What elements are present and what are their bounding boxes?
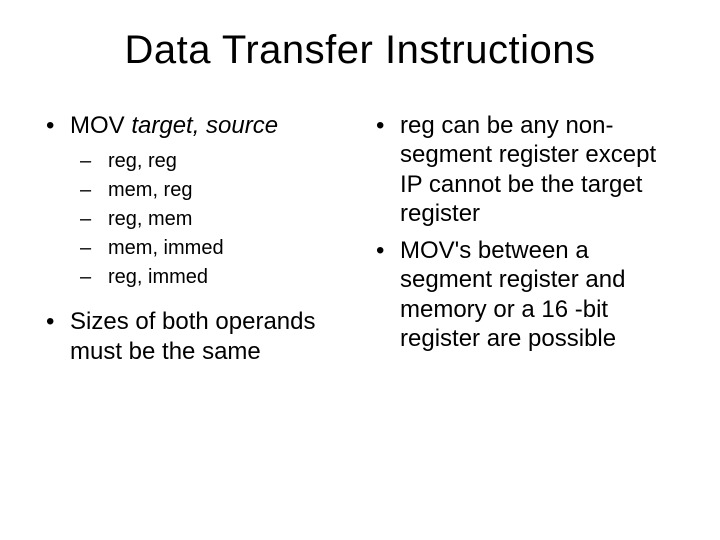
sub-text: mem, immed bbox=[108, 235, 348, 262]
sub-text: reg, mem bbox=[108, 206, 348, 233]
dash-icon: – bbox=[80, 148, 108, 175]
content-columns: • MOV target, source – reg, reg – mem, r… bbox=[42, 111, 678, 374]
sub-text: mem, reg bbox=[108, 177, 348, 204]
dash-icon: – bbox=[80, 264, 108, 291]
bullet-sizes: • Sizes of both operands must be the sam… bbox=[42, 307, 348, 366]
bullet-mov-segment: • MOV's between a segment register and m… bbox=[372, 236, 678, 353]
sub-bullet: – reg, reg bbox=[80, 148, 348, 175]
bullet-mov: • MOV target, source bbox=[42, 111, 348, 140]
bullet-dot-icon: • bbox=[42, 111, 70, 140]
spacer bbox=[42, 293, 348, 307]
sub-bullet: – reg, mem bbox=[80, 206, 348, 233]
bullet-dot-icon: • bbox=[372, 236, 400, 353]
dash-icon: – bbox=[80, 206, 108, 233]
slide-title: Data Transfer Instructions bbox=[42, 28, 678, 73]
dash-icon: – bbox=[80, 177, 108, 204]
dash-icon: – bbox=[80, 235, 108, 262]
bullet-text: reg can be any non-segment register exce… bbox=[400, 111, 678, 228]
bullet-reg-note: • reg can be any non-segment register ex… bbox=[372, 111, 678, 228]
sub-bullet: – mem, reg bbox=[80, 177, 348, 204]
bullet-text: Sizes of both operands must be the same bbox=[70, 307, 348, 366]
mov-italic: target, source bbox=[131, 112, 278, 139]
bullet-text: MOV's between a segment register and mem… bbox=[400, 236, 678, 353]
left-column: • MOV target, source – reg, reg – mem, r… bbox=[42, 111, 348, 374]
sub-bullet: – reg, immed bbox=[80, 264, 348, 291]
sub-text: reg, reg bbox=[108, 148, 348, 175]
bullet-dot-icon: • bbox=[42, 307, 70, 366]
bullet-dot-icon: • bbox=[372, 111, 400, 228]
bullet-text: MOV target, source bbox=[70, 111, 348, 140]
slide: Data Transfer Instructions • MOV target,… bbox=[0, 0, 720, 540]
sub-bullet: – mem, immed bbox=[80, 235, 348, 262]
right-column: • reg can be any non-segment register ex… bbox=[372, 111, 678, 374]
sub-text: reg, immed bbox=[108, 264, 348, 291]
mov-prefix: MOV bbox=[70, 112, 131, 139]
